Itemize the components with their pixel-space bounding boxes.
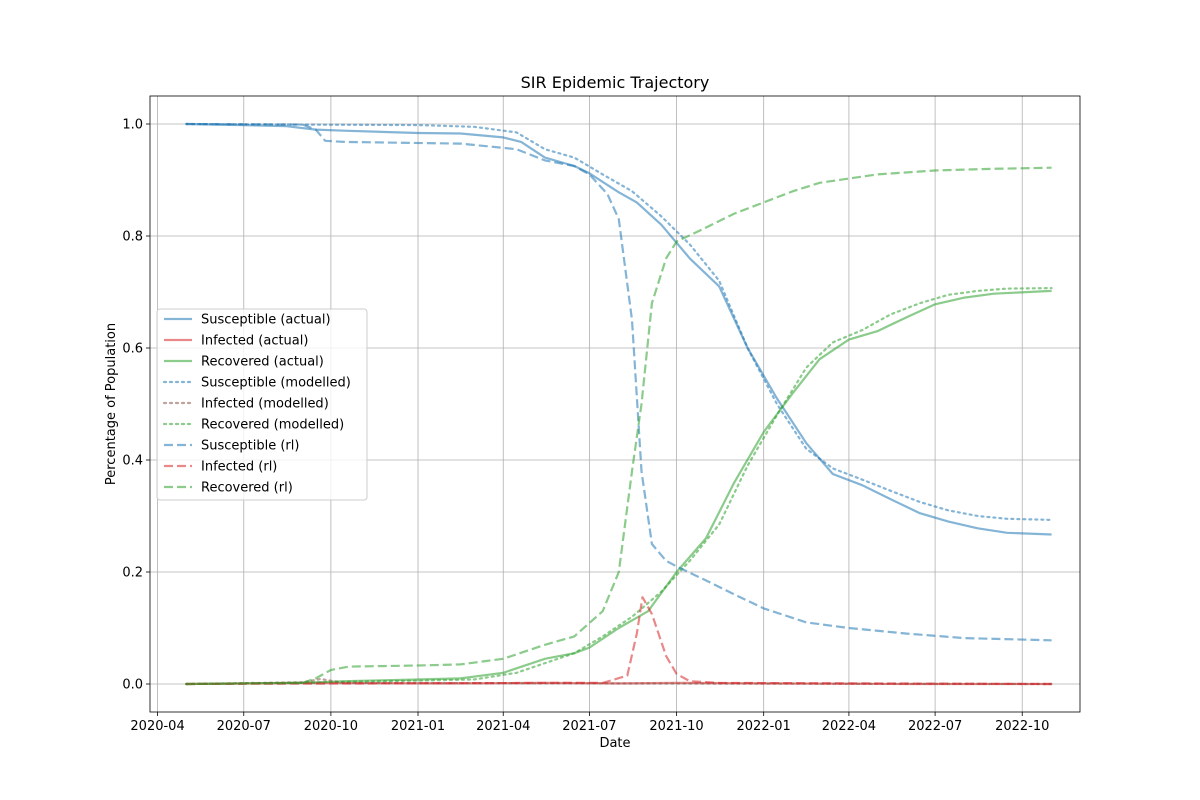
series-line-5 [184,287,1053,686]
series-line-6 [185,122,1052,642]
x-tick-label: 2021-04 [476,719,530,734]
legend-label: Susceptible (actual) [201,313,331,328]
legend-label: Susceptible (rl) [201,439,299,454]
x-tick-label: 2022-04 [822,719,876,734]
series-line-3 [184,122,1053,522]
y-tick-label: 0.6 [122,342,143,357]
y-tick-label: 0.4 [122,454,143,469]
series-line-2 [185,289,1052,686]
legend-label: Infected (modelled) [201,397,329,412]
legend-label: Recovered (actual) [201,355,324,370]
x-tick-label: 2020-07 [217,719,271,734]
y-tick-label: 0.2 [122,566,143,581]
plot-frame [149,95,1081,713]
y-tick-label: 1.0 [122,118,143,133]
legend-label: Susceptible (modelled) [201,376,351,391]
axis-ticks: 2020-04 2020-07 2020-10 2021-01 2021-04 2021-… [122,118,1049,735]
x-tick-label: 2020-10 [304,719,358,734]
legend-box [156,308,368,501]
series-line-7 [185,596,1052,686]
y-axis-label: Percentage of Population [104,323,119,485]
y-tick-label: 0.0 [122,678,143,693]
x-tick-label: 2021-01 [391,719,445,734]
legend-label: Infected (rl) [201,460,277,475]
x-tick-label: 2021-10 [649,719,703,734]
series-line-8 [185,166,1052,686]
x-tick-label: 2022-10 [995,719,1049,734]
legend: Susceptible (actual) Infected (actual) Rec… [156,308,368,501]
x-tick-label: 2022-07 [908,719,962,734]
x-tick-label: 2021-07 [562,719,616,734]
x-tick-label: 2022-01 [737,719,791,734]
plot-area [184,122,1053,686]
x-axis-label: Date [599,736,630,751]
y-tick-label: 0.8 [122,230,143,245]
legend-label: Infected (actual) [201,334,308,349]
x-tick-label: 2020-04 [130,719,184,734]
legend-label: Recovered (modelled) [201,418,344,433]
legend-label: Recovered (rl) [201,481,293,496]
chart-title: SIR Epidemic Trajectory [521,73,710,92]
series-line-0 [185,122,1052,536]
